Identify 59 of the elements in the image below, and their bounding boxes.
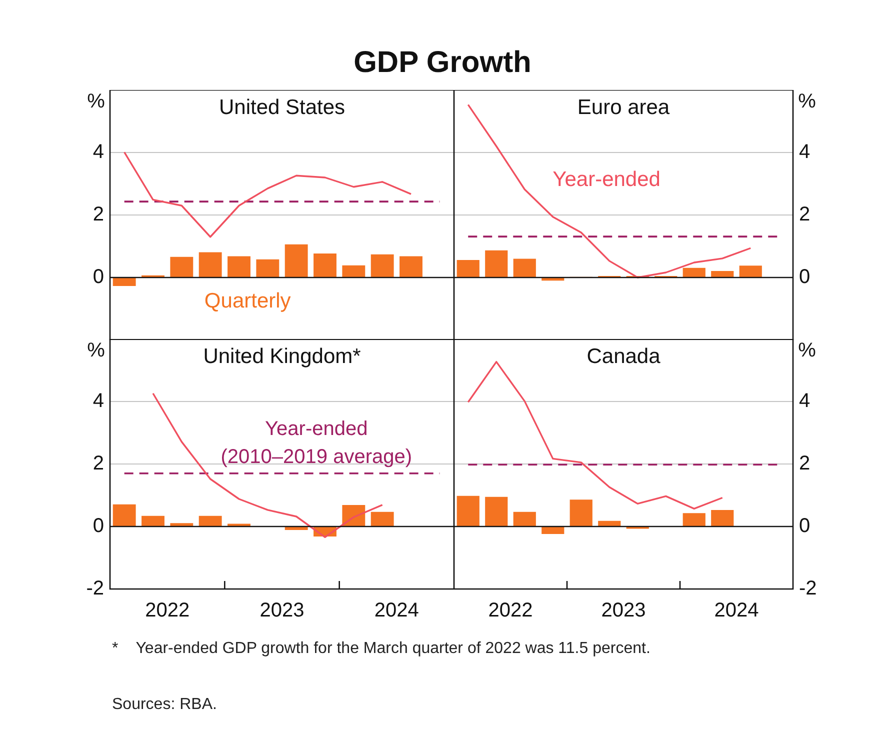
y-tick-label: 4 — [92, 141, 104, 164]
y-tick-label: 4 — [799, 141, 810, 164]
y-tick-label: 0 — [92, 515, 104, 538]
bar — [711, 270, 734, 277]
x-tick-label: 2024 — [714, 600, 759, 622]
y-tick-label: 0 — [799, 515, 810, 538]
chart-title: United States — [218, 96, 346, 119]
bar — [682, 268, 706, 277]
y-tick-label: -2 — [799, 578, 817, 600]
y-tick-label: 2 — [799, 204, 810, 226]
y-tick-label: 4 — [799, 390, 810, 412]
y-tick-label: 2 — [92, 204, 104, 226]
x-tick-label: 2023 — [601, 600, 646, 622]
y-axis-title: % — [798, 90, 816, 113]
bar — [513, 258, 536, 277]
bar — [284, 244, 308, 277]
bar — [739, 266, 762, 277]
bar — [370, 254, 394, 277]
y-tick-label: 0 — [799, 266, 810, 288]
series-label: Year-ended — [552, 168, 660, 191]
x-tick-label: 2022 — [145, 600, 190, 622]
y-axis-title: % — [798, 340, 816, 362]
bar — [170, 256, 194, 277]
chart-title: Canada — [586, 344, 661, 368]
bar — [400, 256, 422, 277]
bar — [513, 512, 536, 526]
x-tick-label: 2024 — [374, 600, 419, 622]
bar — [228, 256, 250, 277]
text: * Year-ended GDP growth for the March quarter of 2022 was 11.5 percent. — [112, 640, 652, 658]
chart-title: United Kingdom* — [203, 344, 361, 368]
x-tick-label: 2023 — [260, 600, 304, 622]
text: GDP Growth — [352, 46, 532, 80]
source-note: Sources: RBA. — [112, 696, 218, 714]
bar — [542, 278, 564, 281]
bar — [256, 259, 280, 277]
bar — [682, 513, 706, 526]
bar — [456, 260, 480, 277]
ref-line-label: Year-ended (2010–2019 average) — [220, 418, 412, 468]
y-axis-title: % — [87, 340, 106, 362]
y-tick-label: 2 — [92, 452, 104, 475]
bar — [485, 496, 508, 526]
y-tick-label: 2 — [799, 452, 810, 475]
bar — [570, 500, 592, 526]
bar — [485, 250, 508, 277]
y-tick-label: -2 — [86, 578, 104, 600]
bar — [598, 520, 621, 526]
y-tick-label: 4 — [92, 390, 104, 412]
bar — [711, 510, 734, 526]
bar — [342, 265, 366, 277]
x-tick-label: 2022 — [488, 600, 533, 622]
series-label: Quarterly — [204, 289, 292, 312]
y-axis-title: % — [87, 90, 106, 113]
bar — [456, 496, 480, 526]
bar — [112, 278, 136, 286]
y-tick-label: 0 — [92, 266, 104, 288]
chart-title: Euro area — [577, 96, 670, 119]
bar — [314, 253, 336, 277]
bar — [198, 252, 222, 277]
bar — [542, 527, 564, 534]
